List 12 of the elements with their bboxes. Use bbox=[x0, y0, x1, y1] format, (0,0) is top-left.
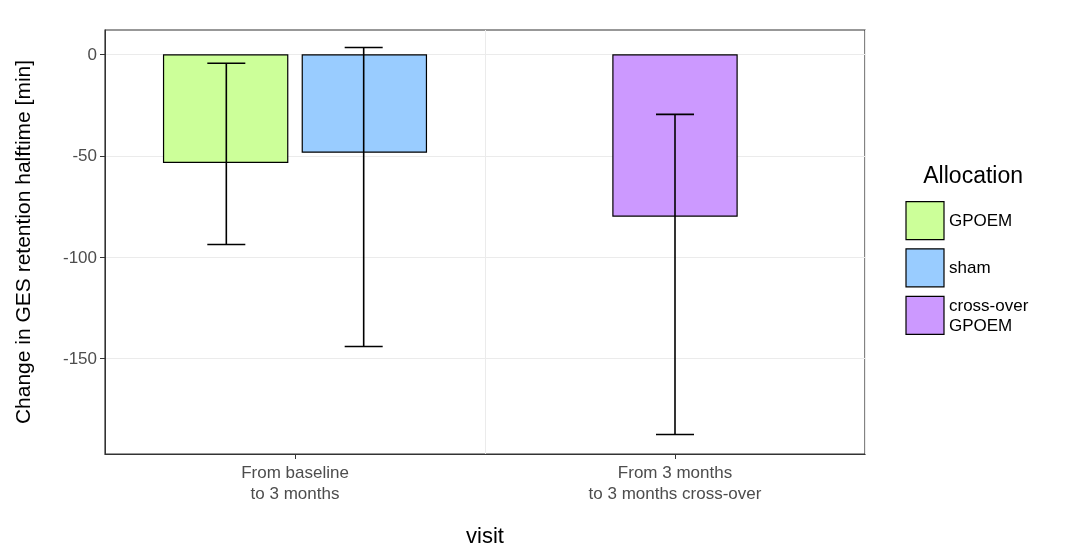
legend-title: Allocation bbox=[923, 161, 1024, 188]
legend-label: sham bbox=[949, 258, 991, 278]
y-axis-title: Change in GES retention halftime [min] bbox=[11, 59, 34, 425]
y-tick-label: 0 bbox=[87, 44, 97, 64]
y-tick-label: -100 bbox=[62, 247, 97, 267]
x-tick-label: From 3 months to 3 months cross-over bbox=[588, 463, 762, 503]
x-axis-title: visit bbox=[466, 522, 504, 548]
legend-label: cross-over GPOEM bbox=[949, 295, 1034, 335]
y-tick-label: -50 bbox=[72, 146, 97, 166]
x-tick-label: From baseline to 3 months bbox=[241, 463, 349, 503]
y-tick-label: -150 bbox=[62, 349, 97, 369]
legend-label: GPOEM bbox=[949, 211, 1013, 231]
